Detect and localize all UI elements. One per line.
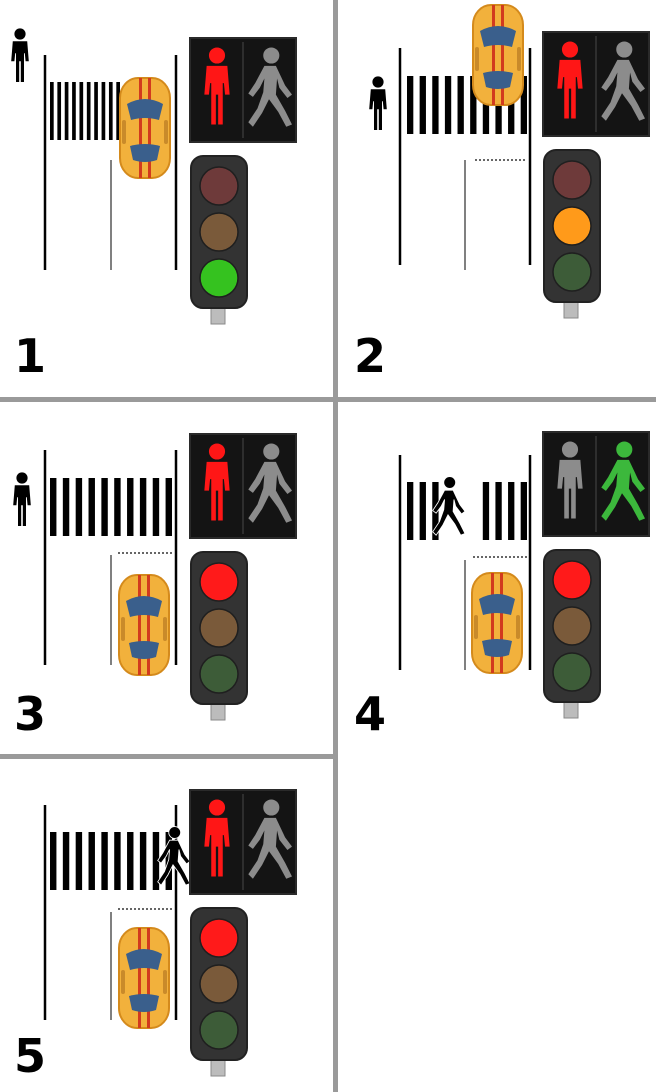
pedestrian-signal (189, 789, 297, 895)
crossing-stripe (407, 76, 414, 134)
crossing-stripe (101, 478, 108, 536)
zebra-crossing (407, 482, 527, 540)
lamp-red (199, 166, 239, 206)
crossing-stripe (419, 76, 426, 134)
panel-number: 5 (14, 1029, 46, 1083)
crossing-stripe (86, 82, 91, 140)
panel-2: 2 (354, 4, 650, 383)
crossing-stripe (165, 478, 172, 536)
zebra-crossing (50, 82, 120, 140)
crossing-stripe (520, 76, 527, 134)
waiting-pedestrian-icon (13, 472, 31, 526)
panel-3: 3 (13, 433, 297, 741)
crossing-stripe (88, 478, 95, 536)
panel-5: 5 (14, 789, 297, 1083)
crossing-stripe (419, 482, 426, 540)
panel-number: 1 (14, 329, 46, 383)
pedestrian-signal (542, 31, 650, 137)
panel-1: 1 (11, 28, 297, 383)
lamp-amber (199, 212, 239, 252)
crossing-stripe (444, 76, 452, 134)
crossing-stripe (57, 82, 62, 140)
panel-number: 4 (354, 687, 386, 741)
crossing-stripe (139, 832, 147, 890)
waiting-pedestrian-icon (11, 28, 29, 82)
lamp-amber (199, 608, 239, 648)
crossing-stripe (495, 482, 502, 540)
panels-layer: 1 2 3 4 5 (11, 4, 650, 1083)
lamp-amber (199, 964, 239, 1004)
crossing-stripe (457, 76, 464, 134)
pedestrian-signal (189, 37, 297, 143)
pedestrian-signal (189, 433, 297, 539)
pedestrian-signal (542, 431, 650, 537)
crossing-stripe (127, 478, 134, 536)
lamp-red (552, 560, 592, 600)
crossing-stripe (50, 82, 54, 140)
zebra-crossing (50, 478, 172, 536)
car-icon (471, 572, 523, 674)
waiting-pedestrian-icon (369, 76, 387, 130)
crossing-stripe (520, 482, 527, 540)
panel-number: 2 (354, 329, 386, 383)
crossing-stripe (432, 76, 439, 134)
crossing-stripe (75, 478, 83, 536)
lamp-red (552, 160, 592, 200)
crossing-stripe (101, 832, 108, 890)
crossing-stripe (152, 832, 160, 890)
lamp-red (199, 918, 239, 958)
crossing-stripe (75, 832, 83, 890)
panel-4: 4 (354, 431, 650, 741)
car-icon (118, 927, 170, 1029)
lamp-green (199, 1010, 239, 1050)
vehicle-traffic-light (543, 549, 601, 719)
panel-number: 3 (14, 687, 46, 741)
crossing-stripe (114, 478, 121, 536)
lamp-red (199, 562, 239, 602)
crossing-stripe (108, 82, 113, 140)
crossing-stripe (482, 482, 490, 540)
lamp-green (552, 252, 592, 292)
vehicle-traffic-light (543, 149, 601, 319)
crossing-stripe (72, 82, 76, 140)
lamp-amber (552, 206, 592, 246)
crossing-stripe (139, 478, 147, 536)
crossing-stripe (88, 832, 95, 890)
crossing-stripe (127, 832, 134, 890)
car-icon (472, 4, 524, 106)
car-icon (118, 574, 170, 676)
lamp-amber (552, 606, 592, 646)
crossing-stripe (62, 478, 70, 536)
crossing-stripe (79, 82, 84, 140)
walking-pedestrian-icon (157, 826, 191, 886)
crossing-stripe (508, 482, 515, 540)
car-icon (119, 77, 171, 179)
vehicle-traffic-light (190, 907, 248, 1077)
lamp-green (552, 652, 592, 692)
crossing-stripe (114, 832, 121, 890)
crossing-stripe (152, 478, 160, 536)
zebra-crossing (50, 832, 172, 890)
crossing-stripe (508, 76, 515, 134)
vehicle-traffic-light (190, 551, 248, 721)
crossing-stripe (407, 482, 414, 540)
crossing-stripe (94, 82, 98, 140)
crossing-stripe (101, 82, 106, 140)
lamp-green (199, 654, 239, 694)
crossing-stripe (116, 82, 120, 140)
crossing-stripe (470, 76, 477, 134)
crossing-stripe (50, 832, 57, 890)
crossing-stripe (50, 478, 57, 536)
vehicle-traffic-light (190, 155, 248, 325)
crossing-stripe (64, 82, 69, 140)
crossing-stripe (62, 832, 70, 890)
lamp-green (199, 258, 239, 298)
